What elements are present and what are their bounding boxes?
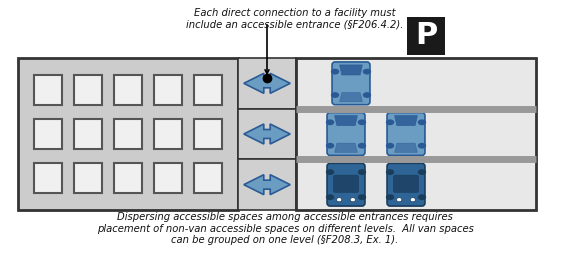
Ellipse shape bbox=[331, 92, 339, 98]
Bar bbox=[114, 75, 142, 105]
Text: Each direct connection to a facility must
include an accessible entrance (§F206.: Each direct connection to a facility mus… bbox=[186, 8, 404, 30]
Ellipse shape bbox=[358, 119, 366, 125]
Ellipse shape bbox=[418, 143, 426, 149]
Ellipse shape bbox=[418, 169, 426, 175]
Ellipse shape bbox=[336, 198, 342, 202]
Bar bbox=[194, 163, 222, 193]
Ellipse shape bbox=[418, 194, 426, 200]
Ellipse shape bbox=[326, 143, 334, 149]
Ellipse shape bbox=[326, 169, 334, 175]
Bar bbox=[238, 159, 296, 210]
FancyBboxPatch shape bbox=[333, 175, 359, 193]
FancyBboxPatch shape bbox=[387, 113, 425, 155]
Bar bbox=[34, 119, 62, 149]
Ellipse shape bbox=[363, 92, 371, 98]
Text: P: P bbox=[415, 21, 437, 51]
Polygon shape bbox=[340, 92, 363, 102]
FancyBboxPatch shape bbox=[332, 62, 370, 105]
Ellipse shape bbox=[386, 143, 394, 149]
FancyBboxPatch shape bbox=[327, 113, 365, 155]
Ellipse shape bbox=[386, 119, 394, 125]
Bar bbox=[194, 119, 222, 149]
Ellipse shape bbox=[418, 119, 426, 125]
Polygon shape bbox=[340, 65, 363, 75]
Polygon shape bbox=[335, 116, 357, 126]
Ellipse shape bbox=[410, 198, 416, 202]
Ellipse shape bbox=[358, 194, 366, 200]
Ellipse shape bbox=[358, 143, 366, 149]
Ellipse shape bbox=[326, 119, 334, 125]
Ellipse shape bbox=[350, 198, 356, 202]
Polygon shape bbox=[394, 143, 417, 152]
Ellipse shape bbox=[386, 169, 394, 175]
Bar bbox=[34, 163, 62, 193]
Bar bbox=[154, 119, 182, 149]
Bar bbox=[238, 58, 296, 109]
Bar bbox=[154, 75, 182, 105]
Bar bbox=[238, 109, 296, 159]
Bar bbox=[74, 163, 102, 193]
Bar bbox=[154, 163, 182, 193]
Bar bbox=[34, 75, 62, 105]
Bar bbox=[114, 119, 142, 149]
Bar bbox=[74, 119, 102, 149]
Bar bbox=[194, 75, 222, 105]
FancyBboxPatch shape bbox=[387, 163, 425, 206]
Ellipse shape bbox=[358, 169, 366, 175]
Bar bbox=[114, 163, 142, 193]
Bar bbox=[18, 58, 238, 210]
Ellipse shape bbox=[331, 69, 339, 75]
Polygon shape bbox=[394, 116, 417, 126]
Polygon shape bbox=[335, 143, 357, 152]
Ellipse shape bbox=[363, 69, 371, 75]
FancyBboxPatch shape bbox=[327, 163, 365, 206]
Ellipse shape bbox=[397, 198, 402, 202]
Bar bbox=[407, 17, 445, 55]
Polygon shape bbox=[244, 175, 290, 195]
Text: Dispersing accessible spaces among accessible entrances requires
placement of no: Dispersing accessible spaces among acces… bbox=[96, 212, 474, 245]
Ellipse shape bbox=[386, 194, 394, 200]
FancyBboxPatch shape bbox=[393, 175, 418, 193]
Polygon shape bbox=[244, 73, 290, 93]
Polygon shape bbox=[244, 124, 290, 144]
Bar bbox=[296, 58, 536, 210]
Bar bbox=[74, 75, 102, 105]
Ellipse shape bbox=[326, 194, 334, 200]
